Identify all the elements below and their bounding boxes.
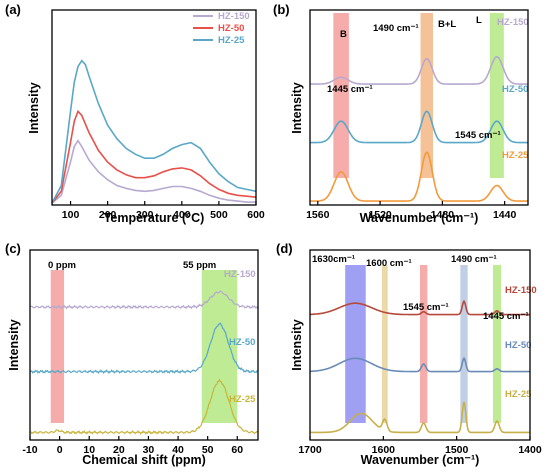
band-1 — [381, 265, 388, 423]
series-line-hz-150 — [29, 290, 259, 310]
band-0 — [333, 13, 349, 178]
panel-letter: (b) — [273, 2, 290, 17]
panel-2: (c) Chemical shift (ppm) Intensity -10 0 10 20… — [5, 241, 259, 467]
band-1 — [201, 270, 238, 423]
series-label: HZ-150 — [224, 269, 256, 280]
band-label-bl: B+L — [438, 19, 456, 30]
series-line-hz-150 — [310, 55, 528, 85]
plot-frame — [309, 249, 531, 441]
band-3 — [460, 265, 468, 423]
band-label-1545: 1545 cm⁻¹ — [403, 302, 449, 313]
x-tick-label: 20 — [113, 444, 125, 456]
annotation-1545: 1545 cm⁻¹ — [455, 130, 501, 141]
x-axis-title: Temperature (°C) — [104, 211, 205, 225]
annotation-1490: 1490 cm⁻¹ — [373, 23, 419, 34]
band-label-1445: 1445 cm⁻¹ — [483, 311, 529, 322]
series-line-hz-50 — [51, 109, 257, 204]
series-label: HZ-25 — [229, 394, 256, 405]
series-label: HZ-25 — [502, 150, 529, 161]
band-2 — [420, 265, 428, 423]
x-tick-label: 500 — [210, 209, 228, 221]
x-tick-label: 1520 — [368, 209, 392, 221]
series-line-hz-25 — [310, 151, 528, 202]
x-tick-label: 200 — [99, 209, 117, 221]
panel-letter: (a) — [5, 2, 21, 17]
x-axis-title: Chemical shift (ppm) — [82, 453, 206, 467]
band-4 — [492, 265, 502, 423]
y-axis-title: Intensity — [7, 319, 21, 370]
band-label-1600: 1600 cm⁻¹ — [366, 258, 412, 269]
series-label: HZ-50 — [229, 337, 255, 348]
y-axis-title: Intensity — [290, 319, 304, 370]
y-axis-title: Intensity — [27, 82, 41, 133]
series-line-hz-50 — [310, 110, 528, 144]
panel-0: (a) Temperature (°C) Intensity 100 200 300 400… — [5, 2, 265, 225]
x-tick-label: 300 — [136, 209, 154, 221]
series-label: HZ-25 — [505, 389, 532, 400]
series-label: HZ-50 — [505, 340, 531, 351]
band-label-1630: 1630cm⁻¹ — [312, 254, 355, 265]
x-tick-label: 1700 — [298, 444, 322, 456]
legend-label: HZ-25 — [218, 35, 245, 46]
x-axis-title: Wavenumber (cm⁻¹) — [360, 211, 479, 225]
panel-3: (d) Wavenumber (cm⁻¹) Intensity 1700 1600 150… — [276, 241, 542, 467]
band-0 — [50, 270, 65, 423]
x-axis-title: Wavenumber (cm⁻¹) — [361, 453, 480, 467]
band-1 — [420, 13, 434, 178]
x-tick-label: -10 — [22, 444, 37, 456]
plot-frame — [309, 9, 529, 206]
band-label-55ppm: 55 ppm — [183, 260, 216, 271]
series-line-hz-25 — [29, 378, 259, 435]
x-tick-label: 30 — [143, 444, 155, 456]
x-tick-label: 10 — [83, 444, 95, 456]
y-axis-title: Intensity — [290, 82, 304, 133]
series-line-hz-150 — [310, 299, 530, 316]
series-label: HZ-50 — [502, 84, 528, 95]
series-label: HZ-150 — [505, 285, 537, 296]
x-tick-label: 1500 — [445, 444, 469, 456]
panel-1: (b) Wavenumber (cm⁻¹) Intensity 1560 1520 148… — [273, 2, 529, 225]
x-tick-label: 1400 — [518, 444, 542, 456]
panel-letter: (c) — [5, 241, 21, 256]
annotation-1445: 1445 cm⁻¹ — [327, 84, 373, 95]
legend-label: HZ-50 — [218, 23, 244, 34]
series-line-hz-50 — [29, 322, 259, 375]
band-0 — [345, 265, 366, 423]
x-tick-label: 100 — [62, 209, 80, 221]
band-label-0ppm: 0 ppm — [48, 260, 76, 271]
legend-label: HZ-150 — [218, 11, 250, 22]
band-2 — [489, 13, 504, 178]
panel-letter: (d) — [276, 241, 293, 256]
x-tick-label: 0 — [57, 444, 63, 456]
series-line-hz-25 — [51, 59, 257, 204]
series-line-hz-25 — [310, 401, 530, 434]
band-label-b: B — [340, 29, 347, 40]
series-line-hz-50 — [310, 356, 530, 373]
x-tick-label: 600 — [247, 209, 265, 221]
series-label: HZ-150 — [497, 17, 529, 28]
series-line-hz-150 — [51, 139, 256, 204]
plot-frame — [51, 9, 257, 206]
x-tick-label: 60 — [231, 444, 243, 456]
x-tick-label: 1440 — [493, 209, 517, 221]
x-tick-label: 1600 — [372, 444, 396, 456]
plot-frame — [29, 249, 259, 441]
x-tick-label: 1560 — [306, 209, 330, 221]
x-tick-label: 50 — [202, 444, 214, 456]
x-tick-label: 40 — [172, 444, 184, 456]
x-tick-label: 400 — [173, 209, 191, 221]
x-tick-label: 1480 — [431, 209, 455, 221]
band-label-l: L — [476, 15, 482, 26]
band-label-1490: 1490 cm⁻¹ — [451, 254, 497, 265]
